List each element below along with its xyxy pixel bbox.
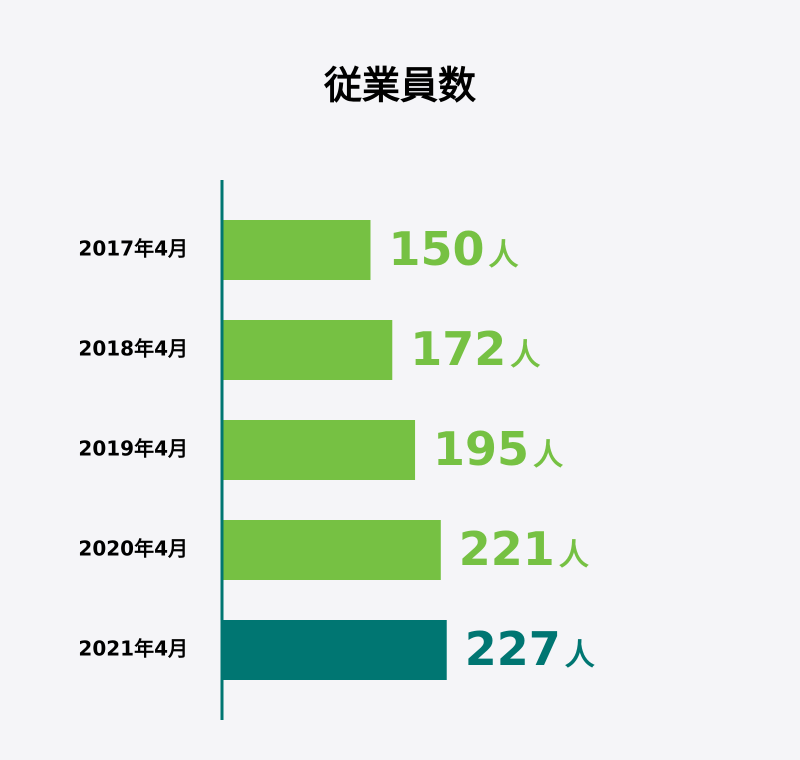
value-label: 227 人: [465, 622, 595, 676]
bar: [222, 420, 416, 480]
value-label: 172 人: [410, 322, 540, 376]
value-label: 221 人: [459, 522, 589, 576]
value-number: 227: [465, 622, 561, 676]
chart-title: 従業員数: [323, 64, 476, 108]
value-unit: 人: [565, 638, 595, 673]
value-label: 195 人: [433, 422, 563, 476]
y-tick-label: 2020年4月: [78, 537, 188, 561]
bar: [222, 320, 393, 380]
y-tick-label: 2018年4月: [78, 337, 188, 361]
bar: [222, 620, 447, 680]
value-number: 221: [459, 522, 555, 576]
value-unit: 人: [489, 238, 519, 273]
y-tick-label: 2021年4月: [78, 637, 188, 661]
value-label: 150 人: [389, 222, 519, 276]
bar: [222, 520, 441, 580]
value-unit: 人: [533, 438, 563, 473]
value-number: 150: [389, 222, 485, 276]
value-unit: 人: [559, 538, 589, 573]
value-number: 195: [433, 422, 529, 476]
y-tick-label: 2019年4月: [78, 437, 188, 461]
value-unit: 人: [510, 338, 540, 373]
y-tick-label: 2017年4月: [78, 237, 188, 261]
bar: [222, 220, 371, 280]
value-number: 172: [410, 322, 506, 376]
